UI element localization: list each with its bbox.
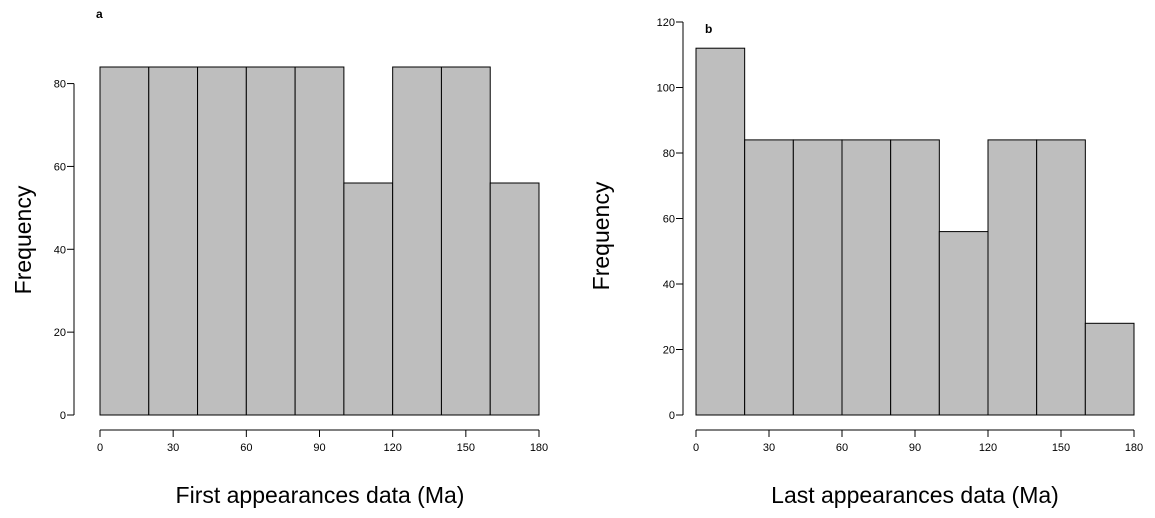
y-tick-label: 60 <box>54 161 66 173</box>
histogram-bar <box>890 139 940 416</box>
y-tick-label: 40 <box>663 279 675 291</box>
y-tick-label: 0 <box>60 410 66 422</box>
histogram-bar <box>99 66 150 416</box>
panel-label: b <box>705 22 712 36</box>
x-tick-label: 30 <box>167 442 179 454</box>
histogram-bar <box>695 47 746 416</box>
histogram-bar <box>440 66 491 416</box>
x-tick-label: 90 <box>909 442 921 454</box>
histogram-bar <box>1084 322 1135 416</box>
panel-label: a <box>96 7 103 21</box>
x-tick-label: 60 <box>836 442 848 454</box>
histogram-bar <box>938 231 989 416</box>
y-axis-title: Frequency <box>588 181 614 290</box>
x-tick-label: 0 <box>97 442 103 454</box>
x-tick-label: 180 <box>1125 442 1143 454</box>
y-tick-label: 80 <box>54 79 66 91</box>
histogram-bar <box>294 66 345 416</box>
histogram-bar <box>245 66 296 416</box>
x-tick-label: 120 <box>979 442 997 454</box>
y-tick-label: 20 <box>54 327 66 339</box>
histogram-bar <box>792 139 843 416</box>
panel-a: 0 30 60 90 120 150 180 0 20 40 60 80 First appearanc… <box>10 7 548 508</box>
y-tick-label: 100 <box>657 83 675 95</box>
histogram-bar <box>744 139 794 416</box>
x-tick-label: 120 <box>383 442 401 454</box>
x-tick-label: 180 <box>530 442 548 454</box>
x-tick-label: 90 <box>313 442 325 454</box>
histogram-bar <box>148 66 199 416</box>
y-tick-label: 120 <box>657 17 675 29</box>
x-tick-label: 150 <box>1052 442 1070 454</box>
histogram-bar <box>489 182 540 416</box>
histogram-bar <box>392 66 442 416</box>
histogram-bar <box>841 139 892 416</box>
histogram-bar <box>343 182 394 416</box>
histogram-bar <box>987 139 1038 416</box>
x-tick-label: 30 <box>763 442 775 454</box>
panel-b: 0 30 60 90 120 150 180 0 20 40 60 80 100 120 Last appe… <box>588 17 1143 508</box>
x-tick-label: 150 <box>457 442 475 454</box>
y-tick-label: 40 <box>54 244 66 256</box>
y-axis-title: Frequency <box>10 185 36 294</box>
y-tick-label: 60 <box>663 214 675 226</box>
x-tick-label: 60 <box>240 442 252 454</box>
histogram-bar <box>1036 139 1086 416</box>
y-tick-label: 80 <box>663 148 675 160</box>
histogram-bar <box>197 66 247 416</box>
x-axis-title: First appearances data (Ma) <box>176 482 465 508</box>
y-tick-label: 20 <box>663 345 675 357</box>
x-axis-title: Last appearances data (Ma) <box>771 482 1059 508</box>
x-tick-label: 0 <box>693 442 699 454</box>
y-tick-label: 0 <box>669 410 675 422</box>
